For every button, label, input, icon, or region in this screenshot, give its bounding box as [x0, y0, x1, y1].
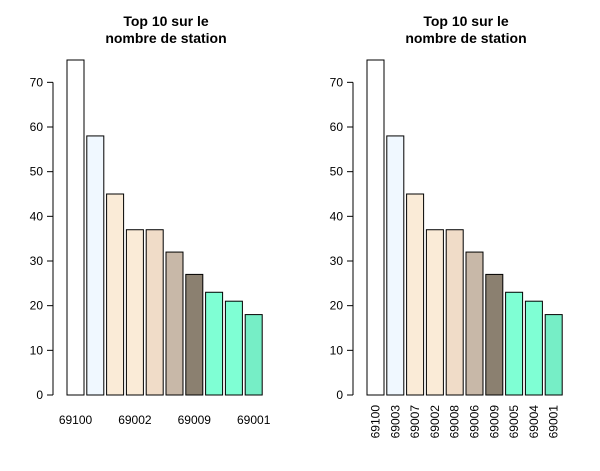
y-tick-label: 10	[330, 343, 344, 357]
bar-69004	[524, 300, 543, 396]
bar-69001	[544, 314, 563, 396]
bar-69009	[185, 273, 204, 396]
y-tick-label: 70	[330, 75, 344, 89]
y-tick-label: 0	[36, 388, 43, 402]
y-tick-label: 30	[330, 254, 344, 268]
y-tick-label: 60	[330, 120, 344, 134]
y-tick-label: 20	[330, 299, 344, 313]
x-tick-label: 69002	[428, 405, 442, 439]
x-tick-label: 69001	[237, 413, 271, 427]
bar-69009	[485, 273, 504, 396]
bar-69007	[106, 193, 125, 396]
bar-69002	[425, 229, 444, 396]
chart-title-line-2: nombre de station	[405, 30, 526, 46]
chart-title-line-1: Top 10 sur le	[423, 13, 509, 29]
bar-69001	[244, 314, 263, 396]
y-tick-label: 30	[30, 254, 44, 268]
bar-69005	[205, 291, 224, 396]
x-tick-label: 69100	[59, 413, 93, 427]
x-tick-label: 69008	[448, 405, 462, 439]
bar-69002	[125, 229, 144, 396]
y-tick-label: 50	[330, 165, 344, 179]
y-tick-label: 70	[30, 75, 44, 89]
y-tick-label: 50	[30, 165, 44, 179]
x-tick-label: 69005	[507, 405, 521, 439]
y-tick-label: 40	[30, 209, 44, 223]
x-tick-label: 69009	[487, 405, 501, 439]
bar-69006	[465, 251, 484, 396]
x-tick-label: 69002	[118, 413, 152, 427]
bar-69006	[165, 251, 184, 396]
x-tick-label: 69004	[527, 405, 541, 439]
x-tick-label: 69007	[408, 405, 422, 439]
chart-title-line-2: nombre de station	[105, 30, 226, 46]
chart-title-line-1: Top 10 sur le	[123, 13, 209, 29]
x-tick-label: 69003	[388, 405, 402, 439]
y-tick-label: 60	[30, 120, 44, 134]
bar-69100	[366, 59, 385, 396]
bar-69003	[86, 135, 105, 396]
y-tick-label: 0	[336, 388, 343, 402]
bar-69008	[445, 229, 464, 396]
y-tick-label: 10	[30, 343, 44, 357]
bar-69100	[66, 59, 85, 396]
x-tick-label: 69009	[178, 413, 212, 427]
y-tick-label: 40	[330, 209, 344, 223]
bar-69004	[224, 300, 243, 396]
bar-69008	[145, 229, 164, 396]
x-tick-label: 69006	[468, 405, 482, 439]
x-tick-label: 69100	[369, 405, 383, 439]
bar-69007	[406, 193, 425, 396]
bar-69003	[386, 135, 405, 396]
x-tick-label: 69001	[547, 405, 561, 439]
y-tick-label: 20	[30, 299, 44, 313]
bar-69005	[505, 291, 524, 396]
